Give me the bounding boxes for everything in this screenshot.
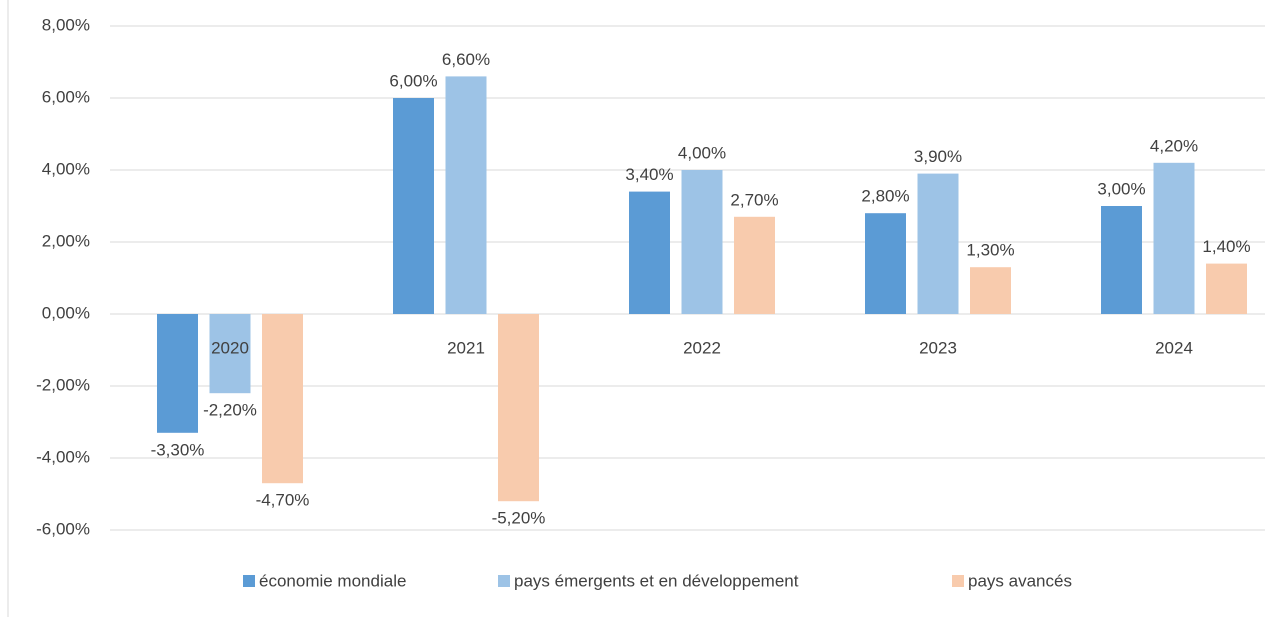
x-tick-label: 2022	[683, 338, 721, 357]
legend-label: économie mondiale	[259, 571, 406, 590]
y-tick-label: 8,00%	[42, 15, 90, 34]
value-label: 6,00%	[389, 71, 437, 90]
bar	[629, 191, 670, 314]
y-tick-label: -2,00%	[36, 375, 90, 394]
bar	[157, 314, 198, 433]
y-tick-label: 4,00%	[42, 159, 90, 178]
bar	[262, 314, 303, 484]
bar	[1206, 263, 1247, 314]
value-label: 2,80%	[861, 187, 909, 206]
bar	[681, 170, 723, 314]
x-tick-label: 2023	[919, 338, 957, 357]
value-label: -2,20%	[203, 401, 257, 420]
value-label: 1,30%	[966, 241, 1014, 260]
bar	[445, 76, 487, 315]
bar	[393, 98, 434, 314]
y-tick-label: 0,00%	[42, 303, 90, 322]
value-label: 2,70%	[730, 190, 778, 209]
legend-label: pays émergents et en développement	[514, 571, 799, 590]
value-label: 4,00%	[678, 143, 726, 162]
value-label: 4,20%	[1150, 136, 1198, 155]
bar	[970, 267, 1011, 314]
bar	[209, 314, 251, 394]
y-tick-label: -4,00%	[36, 447, 90, 466]
y-tick-label: 6,00%	[42, 87, 90, 106]
x-tick-label: 2024	[1155, 338, 1193, 357]
legend-swatch	[952, 575, 964, 587]
bar	[1153, 162, 1195, 314]
value-label: 6,60%	[442, 50, 490, 69]
legend-swatch	[498, 575, 510, 587]
bar	[917, 173, 959, 314]
value-label: 1,40%	[1202, 237, 1250, 256]
x-tick-label: 2020	[211, 338, 249, 357]
bar	[498, 314, 539, 502]
value-label: 3,00%	[1097, 179, 1145, 198]
legend-label: pays avancés	[968, 571, 1072, 590]
value-label: 3,90%	[914, 147, 962, 166]
legend-swatch	[243, 575, 255, 587]
bar	[734, 216, 775, 314]
x-tick-label: 2021	[447, 338, 485, 357]
y-tick-label: 2,00%	[42, 231, 90, 250]
value-label: -3,30%	[151, 440, 205, 459]
value-label: 3,40%	[625, 165, 673, 184]
value-label: -5,20%	[492, 509, 546, 528]
bar	[1101, 206, 1142, 314]
value-label: -4,70%	[256, 491, 310, 510]
bar	[865, 213, 906, 314]
y-tick-label: -6,00%	[36, 519, 90, 538]
